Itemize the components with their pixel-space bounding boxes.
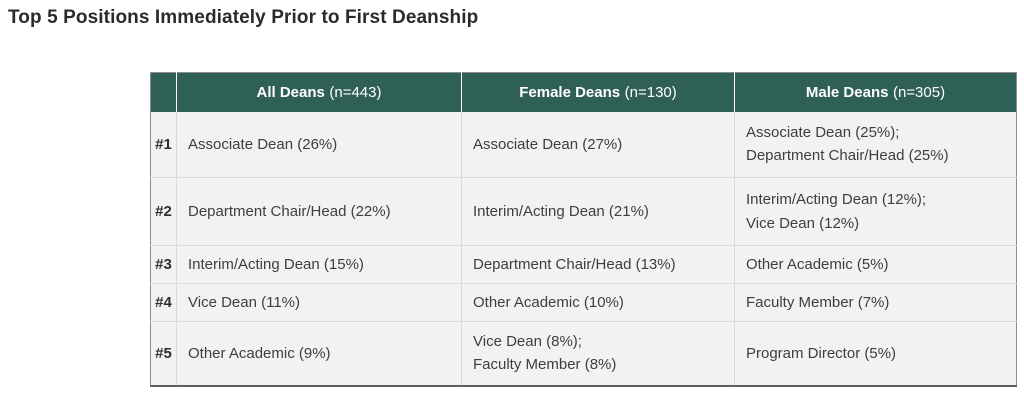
table-cell: Interim/Acting Dean (15%) <box>176 245 462 284</box>
table-cell: Other Academic (10%) <box>461 283 735 322</box>
rank-cell: #3 <box>150 245 177 284</box>
table-row: #1 Associate Dean (26%) Associate Dean (… <box>150 111 1017 178</box>
table-cell: Department Chair/Head (22%) <box>176 177 462 246</box>
column-n: (n=130) <box>624 83 677 101</box>
table-row: #2 Department Chair/Head (22%) Interim/A… <box>150 177 1017 246</box>
table-row: #4 Vice Dean (11%) Other Academic (10%) … <box>150 283 1017 322</box>
header-cell-blank <box>150 72 177 112</box>
header-cell-male-deans: Male Deans (n=305) <box>734 72 1017 112</box>
table-cell: Department Chair/Head (13%) <box>461 245 735 284</box>
header-cell-all-deans: All Deans (n=443) <box>176 72 462 112</box>
table-cell: Vice Dean (11%) <box>176 283 462 322</box>
table-cell: Interim/Acting Dean (12%); Vice Dean (12… <box>734 177 1017 246</box>
column-label: Female Deans <box>519 83 621 101</box>
table-cell: Other Academic (5%) <box>734 245 1017 284</box>
table-row: #5 Other Academic (9%) Vice Dean (8%); F… <box>150 321 1017 386</box>
rank-cell: #1 <box>150 111 177 178</box>
table-cell: Vice Dean (8%); Faculty Member (8%) <box>461 321 735 386</box>
deans-table: All Deans (n=443) Female Deans (n=130) Mal… <box>150 72 1017 387</box>
figure-title: Top 5 Positions Immediately Prior to Fir… <box>8 7 479 28</box>
header-cell-female-deans: Female Deans (n=130) <box>461 72 735 112</box>
column-label: All Deans <box>256 83 325 101</box>
column-n: (n=443) <box>329 83 382 101</box>
rank-cell: #5 <box>150 321 177 386</box>
rank-cell: #4 <box>150 283 177 322</box>
table-cell: Other Academic (9%) <box>176 321 462 386</box>
rank-cell: #2 <box>150 177 177 246</box>
table-cell: Associate Dean (25%); Department Chair/H… <box>734 111 1017 178</box>
header-row: All Deans (n=443) Female Deans (n=130) Mal… <box>150 72 1017 112</box>
column-label: Male Deans <box>805 83 889 101</box>
table-cell: Interim/Acting Dean (21%) <box>461 177 735 246</box>
table-row: #3 Interim/Acting Dean (15%) Department … <box>150 245 1017 284</box>
table-cell: Faculty Member (7%) <box>734 283 1017 322</box>
table-cell: Associate Dean (26%) <box>176 111 462 178</box>
column-n: (n=305) <box>892 83 946 101</box>
table-cell: Program Director (5%) <box>734 321 1017 386</box>
table-cell: Associate Dean (27%) <box>461 111 735 178</box>
